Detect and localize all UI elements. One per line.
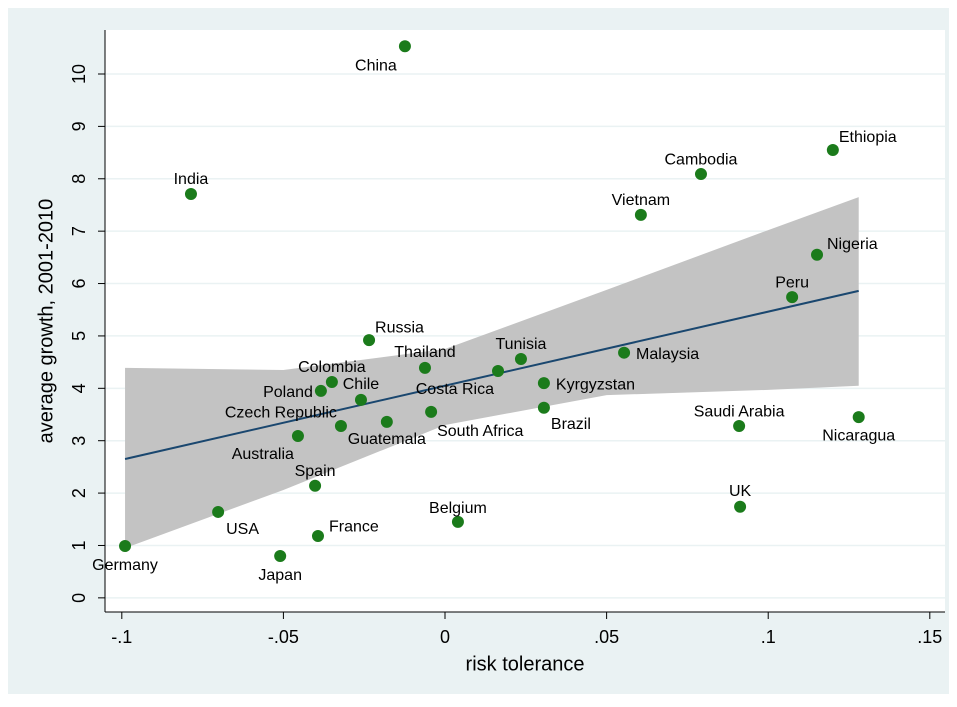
point [212, 505, 225, 518]
point [119, 539, 132, 552]
point [514, 352, 527, 365]
point [451, 515, 464, 528]
point-label: Cambodia [665, 151, 738, 168]
point [184, 187, 197, 200]
point-label: Japan [258, 567, 302, 584]
y-tick-label: 10 [69, 64, 89, 84]
point-label: Ethiopia [839, 129, 897, 146]
point [634, 208, 647, 221]
point [425, 405, 438, 418]
y-axis-title: average growth, 2001-2010 [35, 199, 57, 444]
point-label: Czech Republic [225, 404, 337, 421]
point-label: Peru [775, 274, 809, 291]
point [811, 248, 824, 261]
point-label: Malaysia [636, 346, 699, 363]
point [618, 346, 631, 359]
point-label: Spain [295, 463, 336, 480]
point [325, 376, 338, 389]
y-tick-label: 0 [69, 593, 89, 603]
point [274, 549, 287, 562]
point-label: India [174, 171, 209, 188]
x-tick-label: -.05 [268, 627, 299, 647]
point-label: Poland [263, 384, 313, 401]
point-label: Kyrgyzstan [556, 376, 635, 393]
point [363, 334, 376, 347]
point-label: Brazil [551, 416, 591, 433]
y-tick-label: 9 [69, 121, 89, 131]
y-tick-label: 5 [69, 331, 89, 341]
x-tick-label: -.1 [111, 627, 132, 647]
point-label: Nicaragua [822, 427, 895, 444]
point-label: Chile [343, 376, 380, 393]
point-label: Tunisia [495, 336, 546, 353]
point-label: Saudi Arabia [694, 403, 785, 420]
point [537, 377, 550, 390]
y-tick-label: 1 [69, 540, 89, 550]
point [418, 361, 431, 374]
point [492, 365, 505, 378]
x-axis-title: risk tolerance [466, 653, 585, 675]
point-label: Nigeria [827, 236, 878, 253]
y-tick-label: 7 [69, 226, 89, 236]
point [314, 384, 327, 397]
x-tick-label: .15 [917, 627, 942, 647]
y-tick-label: 3 [69, 436, 89, 446]
point [734, 500, 747, 513]
point [309, 479, 322, 492]
point-label: USA [226, 521, 259, 538]
point-label: Australia [232, 446, 294, 463]
y-tick-label: 4 [69, 383, 89, 393]
point [380, 415, 393, 428]
confidence-band [125, 197, 859, 549]
x-tick-label: .05 [594, 627, 619, 647]
x-tick-label: .1 [761, 627, 776, 647]
point-label: Thailand [394, 344, 455, 361]
point-label: Germany [92, 557, 158, 574]
point [537, 401, 550, 414]
point-label: China [355, 57, 397, 74]
point-label: Colombia [298, 359, 366, 376]
point-label: Guatemala [348, 431, 426, 448]
point-label: UK [729, 483, 752, 500]
point [311, 530, 324, 543]
point-label: Vietnam [612, 192, 670, 209]
point-label: Costa Rica [416, 381, 494, 398]
point-label: Belgium [429, 500, 487, 517]
y-tick-label: 6 [69, 279, 89, 289]
point [733, 420, 746, 433]
fit-line [124, 289, 859, 461]
point [334, 420, 347, 433]
point [694, 168, 707, 181]
point-label: South Africa [437, 423, 523, 440]
point [354, 393, 367, 406]
point [291, 429, 304, 442]
point-label: Russia [375, 319, 424, 336]
point [852, 411, 865, 424]
x-tick-label: 0 [440, 627, 450, 647]
point [398, 40, 411, 53]
point [826, 143, 839, 156]
point-label: France [329, 518, 379, 535]
y-tick-label: 2 [69, 488, 89, 498]
point [786, 291, 799, 304]
y-tick-label: 8 [69, 174, 89, 184]
